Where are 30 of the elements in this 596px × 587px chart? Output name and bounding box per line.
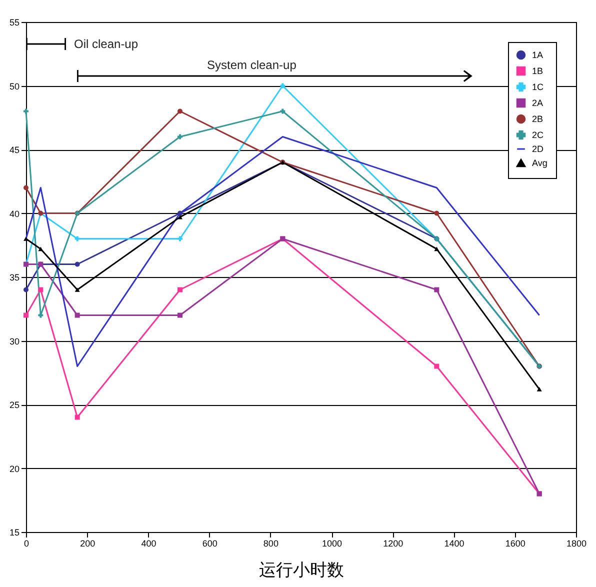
y-tick-label: 45 [9, 145, 20, 155]
y-tick-label: 50 [9, 81, 20, 92]
legend-label: 1A [532, 50, 544, 60]
x-tick-label: 0 [24, 538, 30, 548]
x-tick-label: 1600 [505, 538, 526, 548]
y-tick-label: 15 [9, 528, 20, 538]
y-tick-label: 35 [9, 272, 20, 282]
legend-label: 1B [532, 66, 544, 76]
x-tick-label: 1800 [566, 538, 587, 548]
x-tick-label: 1000 [322, 538, 342, 548]
x-tick-label: 200 [80, 538, 96, 548]
y-tick-label: 25 [9, 400, 20, 410]
legend-label: 2C [532, 130, 544, 140]
x-tick-label: 1400 [444, 538, 464, 548]
annotation: Oil clean-up [74, 37, 138, 51]
legend-label: 2D [532, 144, 544, 154]
annotation: System clean-up [207, 58, 297, 72]
x-tick-label: 400 [141, 538, 156, 548]
y-tick-label: 20 [9, 464, 20, 474]
x-tick-label: 600 [202, 538, 218, 548]
legend-label: 2A [532, 98, 544, 108]
y-tick-label: 30 [9, 336, 20, 346]
legend-label: Avg [532, 158, 548, 168]
x-axis-title: 运行小时数 [259, 560, 344, 580]
legend-label: 2B [532, 114, 544, 124]
x-tick-label: 800 [263, 538, 278, 548]
y-tick-label: 55 [9, 18, 20, 28]
y-tick-label: 40 [9, 208, 20, 219]
legend-label: 1C [532, 82, 544, 92]
x-tick-label: 1200 [383, 538, 404, 548]
